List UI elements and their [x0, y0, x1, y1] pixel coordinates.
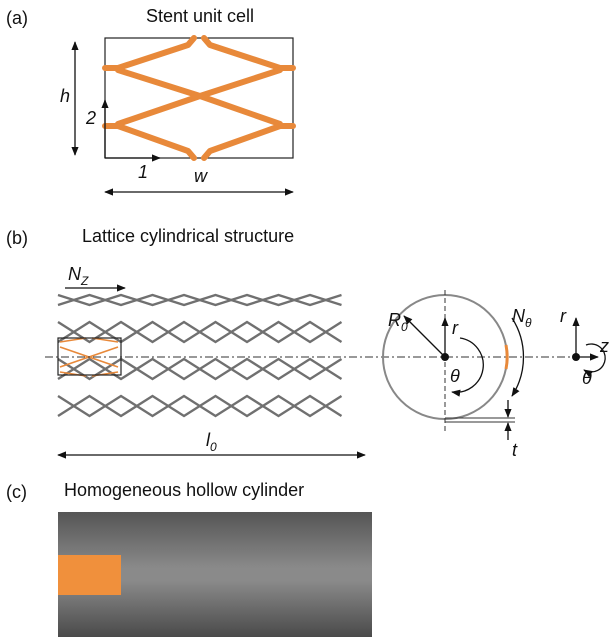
r-label: r: [452, 318, 459, 338]
r0-label: R0: [388, 310, 408, 334]
nz-sub: Z: [80, 274, 89, 288]
panel-title: Stent unit cell: [146, 6, 254, 26]
h-label: h: [60, 86, 70, 106]
r0-arrow: [404, 316, 445, 357]
panel-title: Lattice cylindrical structure: [82, 226, 294, 246]
w-label: w: [194, 166, 208, 186]
theta-label: θ: [450, 366, 460, 386]
lattice: [58, 295, 342, 416]
panel-label: (c): [6, 482, 27, 502]
axes-theta-label: θ: [582, 368, 592, 388]
r0-sub: 0: [401, 320, 408, 334]
l0-label: l0: [206, 430, 217, 454]
ntheta-main: N: [512, 306, 526, 326]
figure: (a) Stent unit cell h 2 1 w (b) Lattice …: [0, 0, 612, 640]
lattice-strut: [58, 359, 342, 379]
cylinder-cell: [58, 555, 121, 595]
t-label: t: [512, 440, 518, 460]
page: {"panel_a":{"label":"(a)","title":"Stent…: [0, 0, 612, 640]
lattice-strut: [58, 396, 342, 416]
cross-section-cell: [506, 345, 507, 369]
l0-sub: 0: [210, 440, 217, 454]
r0-main: R: [388, 310, 401, 330]
axis-2-label: 2: [85, 108, 96, 128]
ntheta-sub: θ: [525, 316, 532, 330]
panel-title: Homogeneous hollow cylinder: [64, 480, 304, 500]
nz-main: N: [68, 264, 82, 284]
nz-label: NZ: [68, 264, 89, 288]
axis-1-label: 1: [138, 162, 148, 182]
panel-label: (a): [6, 8, 28, 28]
axes-r-label: r: [560, 306, 567, 326]
ntheta-label: Nθ: [512, 306, 532, 330]
lattice-strut: [58, 295, 342, 305]
panel-label: (b): [6, 228, 28, 248]
